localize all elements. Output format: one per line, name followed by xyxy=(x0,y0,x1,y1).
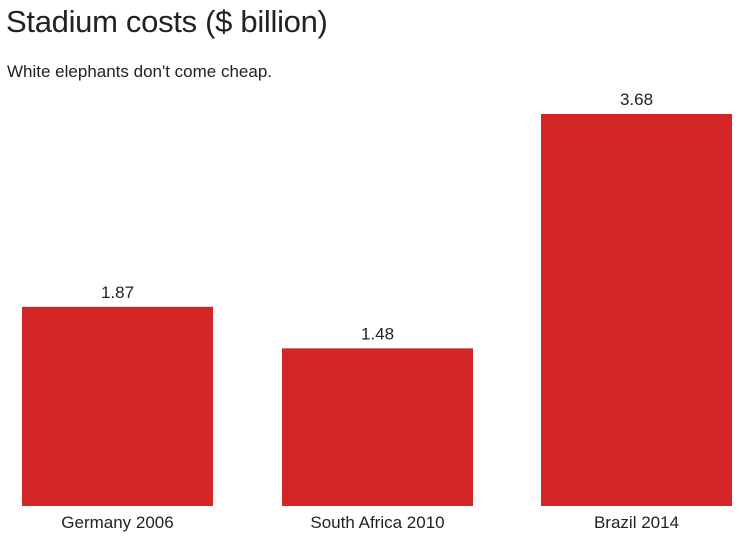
bar-germany-2006 xyxy=(22,306,213,506)
value-labels-group: 1.87 1.48 3.68 xyxy=(101,90,653,343)
chart-subtitle: White elephants don't come cheap. xyxy=(7,62,273,81)
chart-title: Stadium costs ($ billion) xyxy=(6,4,328,39)
category-labels-group: Germany 2006 South Africa 2010 Brazil 2014 xyxy=(61,513,679,532)
category-label-south-africa-2010: South Africa 2010 xyxy=(310,513,444,532)
value-label-south-africa-2010: 1.48 xyxy=(361,324,394,343)
bar-south-africa-2010 xyxy=(282,348,473,506)
category-label-brazil-2014: Brazil 2014 xyxy=(594,513,679,532)
bars-group xyxy=(22,114,732,506)
value-label-brazil-2014: 3.68 xyxy=(620,90,653,109)
value-label-germany-2006: 1.87 xyxy=(101,283,134,302)
category-label-germany-2006: Germany 2006 xyxy=(61,513,173,532)
bar-brazil-2014 xyxy=(541,114,732,506)
